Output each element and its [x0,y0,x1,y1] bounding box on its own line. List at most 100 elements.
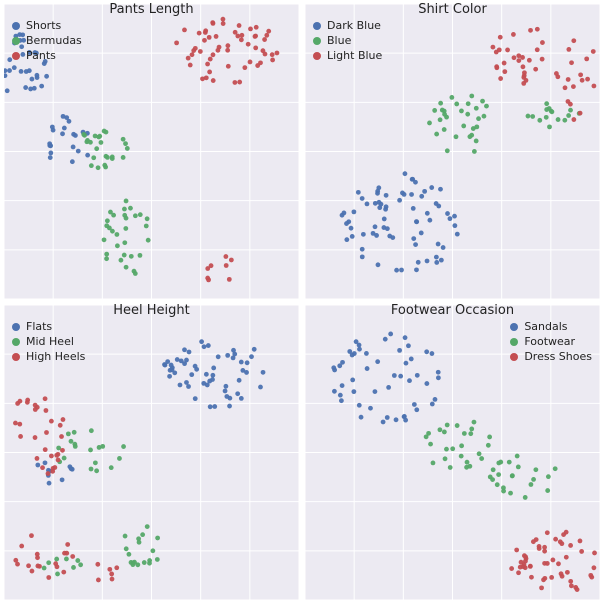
data-point [123,226,128,231]
data-point [24,69,29,74]
data-point [436,204,441,209]
data-point [568,579,573,584]
data-point [342,210,347,215]
data-point [239,360,244,365]
data-point [104,154,109,159]
data-point [416,260,421,265]
data-point [571,38,576,43]
data-point [454,134,459,139]
data-point [270,58,275,63]
data-point [184,358,189,363]
data-point [199,339,204,344]
data-point [12,65,17,70]
data-point [592,551,597,556]
data-point [65,542,70,547]
data-point [124,546,129,551]
data-point [537,546,542,551]
data-point [415,373,420,378]
data-point [190,52,195,57]
data-point [381,420,386,425]
data-point [18,38,23,43]
data-point [430,351,435,356]
data-point [452,214,457,219]
data-point [275,51,280,56]
data-point [54,557,59,562]
data-point [108,210,113,215]
data-point [448,216,453,221]
data-point [502,69,507,74]
data-point [122,240,127,245]
data-point [89,163,94,168]
data-point [409,357,414,362]
data-point [383,207,388,212]
data-point [240,368,245,373]
data-point [349,226,354,231]
data-point [414,219,419,224]
data-point [368,406,373,411]
data-point [193,364,198,369]
data-point [43,59,48,64]
figure: Pants LengthShortsBermudasPantsShirt Col… [0,0,604,604]
data-point [182,28,187,33]
data-point [66,431,71,436]
data-point [115,243,120,248]
data-point [564,530,569,535]
data-point [43,460,48,465]
data-point [39,84,44,89]
data-point [204,372,209,377]
data-point [531,477,536,482]
data-point [102,237,107,242]
data-point [412,402,417,407]
data-point [186,56,191,61]
data-point [147,561,152,566]
data-point [459,109,464,114]
data-point [479,456,484,461]
data-point [61,114,66,119]
data-point [350,378,355,383]
data-point [578,539,583,544]
data-point [531,539,536,544]
data-point [568,108,573,113]
data-point [43,447,48,452]
data-point [205,266,210,271]
data-point [553,466,558,471]
data-point [221,21,226,26]
data-point [167,374,172,379]
data-point [216,48,221,53]
data-point [357,347,362,352]
data-point [51,466,56,471]
data-point [169,363,174,368]
data-point [205,62,210,67]
data-point [231,356,236,361]
data-point [468,431,473,436]
data-point [338,393,343,398]
data-point [13,558,18,563]
data-point [96,165,101,170]
data-point [494,50,499,55]
data-point [211,78,216,83]
data-point [155,557,160,562]
data-point [540,57,545,62]
data-point [211,366,216,371]
data-point [522,70,527,75]
data-point [551,558,556,563]
data-point [104,252,109,257]
data-point [502,61,507,66]
data-point [438,101,443,106]
plot-area [305,305,600,600]
data-point [360,254,365,259]
data-point [438,427,443,432]
data-point [60,477,65,482]
data-point [571,117,576,122]
data-point [442,112,447,117]
data-point [188,63,193,68]
data-point [407,378,412,383]
data-point [498,76,503,81]
data-point [35,555,40,560]
data-point [530,114,535,119]
data-point [486,443,491,448]
data-point [109,572,114,577]
data-point [346,219,351,224]
data-point [174,40,179,45]
data-point [484,104,489,109]
